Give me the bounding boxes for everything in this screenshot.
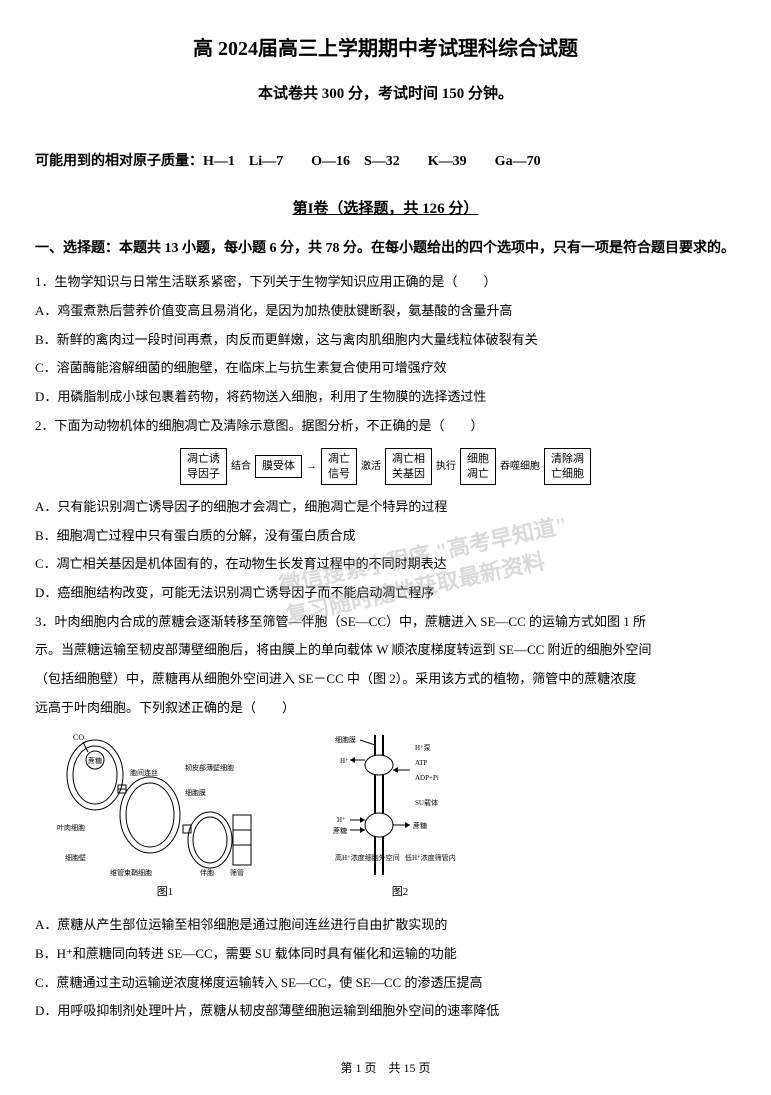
figure-2-caption: 图2 [315, 882, 485, 903]
fig1-label-phloem: 韧皮部薄壁细胞 [185, 763, 234, 772]
fig2-label-membrane: 细胞膜 [335, 735, 356, 744]
flow-arrow-2: → [306, 456, 317, 477]
fig1-label-companion: 伴胞 [200, 868, 214, 877]
q1-option-c: C．溶菌酶能溶解细菌的细胞壁，在临床上与抗生素复合使用可增强疗效 [35, 356, 736, 381]
flow-box-2: 膜受体 [255, 455, 302, 477]
q3-option-d: D．用呼吸抑制剂处理叶片，蔗糖从韧皮部薄壁细胞运输到细胞外空间的速率降低 [35, 999, 736, 1024]
fig2-label-lowH: 低H⁺浓度筛管内 [405, 853, 456, 862]
atomic-mass-items: H—1 Li—7 O—16 S—32 K—39 Ga—70 [203, 154, 541, 169]
atomic-mass-label: 可能用到的相对原子质量： [35, 154, 203, 169]
fig2-label-su: SU载体 [415, 798, 438, 807]
flow-box-4: 凋亡相关基因 [385, 448, 432, 485]
q2-option-c: C．凋亡相关基因是机体固有的，在动物生长发育过程中的不同时期表达 [35, 552, 736, 577]
fig2-label-sucrose: 蔗糖 [333, 826, 347, 835]
q3-figures: 蔗糖 CO₂ 胞间连丝 韧皮部薄壁细胞 叶肉细胞 细胞膜 细胞壁 维管束鞘细胞 … [55, 730, 736, 903]
q2-stem: 2．下面为动物机体的细胞凋亡及清除示意图。据图分析，不正确的是（ ） [35, 414, 736, 439]
figure-1-svg: 蔗糖 CO₂ 胞间连丝 韧皮部薄壁细胞 叶肉细胞 细胞膜 细胞壁 维管束鞘细胞 … [55, 730, 275, 880]
q2-flowchart: 凋亡诱导因子 结合 膜受体 → 凋亡信号 激活 凋亡相关基因 执行 细胞凋亡 吞… [35, 448, 736, 485]
flow-label-4: 执行 [436, 457, 456, 476]
flow-label-3: 激活 [361, 457, 381, 476]
fig1-label-sieve: 筛管 [230, 868, 244, 877]
q2-option-a: A．只有能识别凋亡诱导因子的细胞才会凋亡，细胞凋亡是个特异的过程 [35, 495, 736, 520]
fig1-label-sheath: 维管束鞘细胞 [110, 868, 152, 877]
exam-title: 高 2024届高三上学期期中考试理科综合试题 [35, 30, 736, 68]
fig1-label-co2: CO₂ [73, 733, 87, 742]
page-footer: 第 1 页 共 15 页 [0, 1057, 771, 1080]
fig1-label-wall: 细胞壁 [65, 853, 86, 862]
q3-stem-line3: （包括细胞壁）中，蔗糖再从细胞外空间进入 SE－CC 中（图 2）。采用该方式的… [35, 667, 736, 692]
flow-box-6: 清除凋亡细胞 [544, 448, 591, 485]
fig1-label-plasmodesmata: 胞间连丝 [130, 768, 158, 777]
figure-2: 细胞膜 H⁺泵 ATP H⁺ ADP+Pi SU载体 H⁺ 蔗糖 蔗糖 高H⁺浓… [315, 730, 485, 903]
q3-option-b: B．H⁺和蔗糖同向转进 SE—CC，需要 SU 载体同时具有催化和运输的功能 [35, 942, 736, 967]
fig2-label-h1: H⁺ [340, 757, 349, 765]
flow-label-1: 结合 [231, 457, 251, 476]
flow-box-5: 细胞凋亡 [460, 448, 496, 485]
section-1-instruction: 一、选择题：本题共 13 小题，每小题 6 分，共 78 分。在每小题给出的四个… [35, 236, 736, 263]
fig2-label-highH: 高H⁺浓度细胞外空间 [335, 853, 400, 862]
fig2-label-hpump: H⁺泵 [415, 744, 431, 752]
flow-box-1: 凋亡诱导因子 [180, 448, 227, 485]
figure-2-svg: 细胞膜 H⁺泵 ATP H⁺ ADP+Pi SU载体 H⁺ 蔗糖 蔗糖 高H⁺浓… [315, 730, 485, 880]
figure-1: 蔗糖 CO₂ 胞间连丝 韧皮部薄壁细胞 叶肉细胞 细胞膜 细胞壁 维管束鞘细胞 … [55, 730, 275, 903]
q3-stem-line2: 示。当蔗糖运输至韧皮部薄壁细胞后，将由膜上的单向载体 W 顺浓度梯度转运到 SE… [35, 638, 736, 663]
atomic-mass-line: 可能用到的相对原子质量：H—1 Li—7 O—16 S—32 K—39 Ga—7… [35, 149, 736, 176]
fig2-label-adp: ADP+Pi [415, 774, 439, 782]
flow-label-5: 吞噬细胞 [500, 457, 540, 476]
section-1-header: 第I卷（选择题，共 126 分） [35, 195, 736, 224]
fig1-label-sucrose: 蔗糖 [88, 756, 102, 765]
figure-1-caption: 图1 [55, 882, 275, 903]
fig1-label-membrane: 细胞膜 [185, 788, 206, 797]
q1-option-a: A．鸡蛋煮熟后营养价值变高且易消化，是因为加热使肽键断裂，氨基酸的含量升高 [35, 299, 736, 324]
q3-stem-line4: 远高于叶肉细胞。下列叙述正确的是（ ） [35, 696, 736, 721]
q2-option-d: D．癌细胞结构改变，可能无法识别凋亡诱导因子而不能启动凋亡程序 [35, 581, 736, 606]
exam-subtitle: 本试卷共 300 分，考试时间 150 分钟。 [35, 80, 736, 109]
fig1-label-mesophyll: 叶肉细胞 [57, 823, 85, 832]
q1-option-d: D．用磷脂制成小球包裹着药物，将药物送入细胞，利用了生物膜的选择透过性 [35, 385, 736, 410]
q2-option-b: B．细胞凋亡过程中只有蛋白质的分解，没有蛋白质合成 [35, 524, 736, 549]
flow-box-3: 凋亡信号 [321, 448, 357, 485]
fig2-label-atp: ATP [415, 759, 428, 767]
q1-stem: 1．生物学知识与日常生活联系紧密，下列关于生物学知识应用正确的是（ ） [35, 270, 736, 295]
q3-option-a: A．蔗糖从产生部位运输至相邻细胞是通过胞间连丝进行自由扩散实现的 [35, 913, 736, 938]
q3-option-c: C．蔗糖通过主动运输逆浓度梯度运输转入 SE—CC，使 SE—CC 的渗透压提高 [35, 971, 736, 996]
q1-option-b: B．新鲜的禽肉过一段时间再煮，肉反而更鲜嫩，这与禽肉肌细胞内大量线粒体破裂有关 [35, 328, 736, 353]
fig2-label-sucrose2: 蔗糖 [413, 821, 427, 830]
fig2-label-h2: H⁺ [337, 816, 346, 824]
fig1-label-secc: SE-CC [215, 879, 235, 880]
q3-stem-line1: 3．叶肉细胞内合成的蔗糖会逐渐转移至筛管—伴胞（SE—CC）中，蔗糖进入 SE—… [35, 610, 736, 635]
